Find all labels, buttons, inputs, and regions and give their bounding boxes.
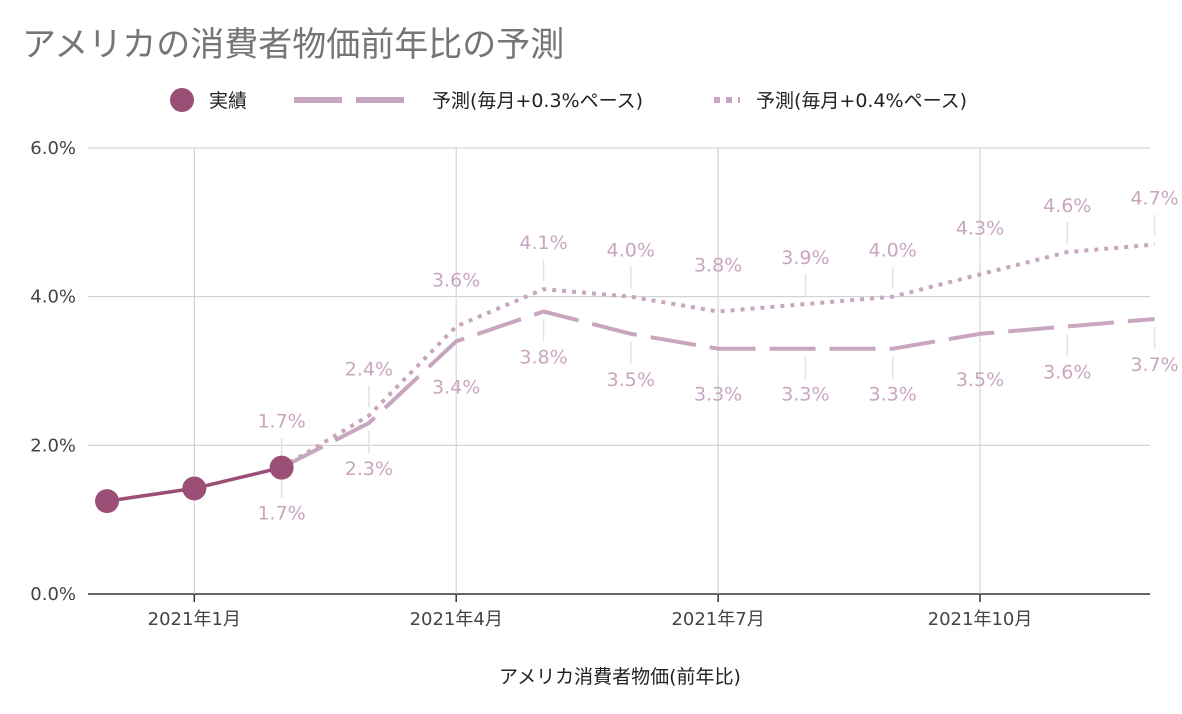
label-forecast-04-7: 4.0% [869, 240, 917, 262]
vertical-gridlines [193, 148, 981, 594]
label-forecast-04-6: 3.9% [781, 247, 829, 269]
label-forecast-04-4: 4.0% [607, 240, 655, 262]
label-forecast-04-3: 4.1% [519, 232, 567, 254]
legend-item-forecast-03[interactable]: 予測(毎月+0.3%ペース) [294, 90, 643, 112]
legend: 実績 予測(毎月+0.3%ペース) 予測(毎月+0.4%ペース) [170, 88, 967, 112]
legend-label-actual: 実績 [209, 90, 247, 112]
horizontal-gridlines [88, 147, 1150, 595]
series-line-2 [280, 242, 1155, 470]
x-tick-label: 2021年7月 [671, 609, 764, 630]
label-forecast-03-7: 3.3% [869, 384, 917, 406]
legend-item-actual[interactable]: 実績 [170, 88, 247, 112]
actual-point-2[interactable] [269, 455, 294, 480]
x-axis-label: アメリカ消費者物価(前年比) [499, 666, 741, 688]
legend-marker-actual [170, 88, 194, 112]
y-axis-ticks: 0.0% 2.0% 4.0% 6.0% [30, 138, 76, 605]
x-tick-label: 2021年1月 [148, 609, 241, 630]
label-forecast-04-2: 3.6% [432, 269, 480, 291]
label-forecast-04-0: 1.7% [257, 411, 305, 433]
actual-point-0[interactable] [95, 489, 119, 514]
series-line-1 [280, 309, 1155, 470]
label-forecast-03-6: 3.3% [781, 384, 829, 406]
y-tick-label: 0.0% [30, 584, 76, 605]
legend-label-forecast-04: 予測(毎月+0.4%ペース) [756, 90, 967, 112]
y-tick-label: 2.0% [30, 435, 76, 456]
data-labels: 1.7% 2.4% 3.6% 4.1% 4.0% 3.8% 3.9% 4.0% 4.3% 4.6%… [257, 188, 1178, 525]
label-forecast-03-3: 3.8% [519, 347, 567, 369]
label-forecast-04-5: 3.8% [694, 255, 742, 277]
label-forecast-03-1: 2.3% [345, 458, 393, 480]
x-tick-label: 2021年10月 [928, 609, 1033, 630]
label-forecast-03-2: 3.4% [432, 376, 480, 398]
label-forecast-03-9: 3.6% [1043, 361, 1091, 383]
label-forecast-03-4: 3.5% [607, 369, 655, 391]
legend-label-forecast-03: 予測(毎月+0.3%ペース) [432, 90, 643, 112]
label-forecast-03-10: 3.7% [1130, 354, 1178, 376]
series-markers [95, 455, 294, 514]
label-forecast-03-5: 3.3% [694, 384, 742, 406]
x-tick-label: 2021年4月 [410, 609, 503, 630]
label-forecast-04-9: 4.6% [1043, 195, 1091, 217]
legend-item-forecast-04[interactable]: 予測(毎月+0.4%ペース) [714, 90, 967, 112]
label-forecast-04-10: 4.7% [1130, 188, 1178, 210]
label-forecast-04-8: 4.3% [956, 217, 1004, 239]
y-tick-label: 4.0% [30, 287, 76, 308]
label-forecast-04-1: 2.4% [345, 359, 393, 381]
x-axis-ticks: 2021年1月 2021年4月 2021年7月 2021年10月 [148, 594, 1033, 630]
actual-point-1[interactable] [182, 476, 207, 501]
y-tick-label: 6.0% [30, 138, 76, 159]
chart-title: アメリカの消費者物価前年比の予測 [22, 25, 564, 65]
label-forecast-03-0: 1.7% [257, 503, 305, 525]
label-forecast-03-8: 3.5% [956, 369, 1004, 391]
